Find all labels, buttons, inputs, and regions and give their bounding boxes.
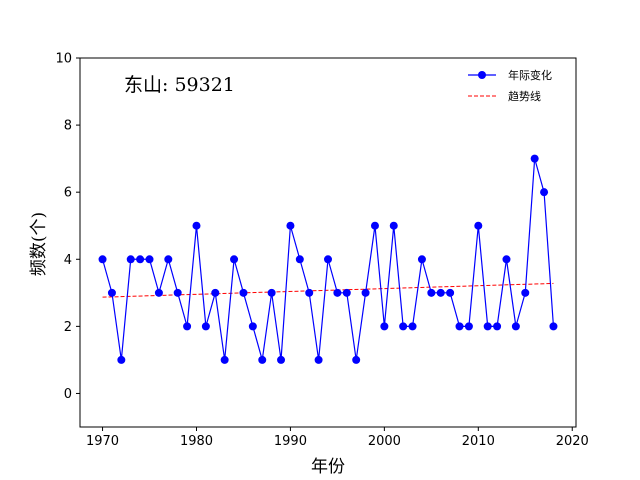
data-point [98,255,107,264]
data-point [436,288,445,297]
x-axis-ticks: 1970 1980 1990 2000 2010 2020 [86,427,589,449]
y-tick-label: 8 [64,119,72,134]
data-point [239,288,248,297]
legend-label-trend: 趋势线 [508,89,541,103]
y-tick-label: 10 [55,52,72,67]
data-point [389,221,398,230]
data-point [464,322,473,331]
data-point [126,255,135,264]
data-point [511,322,520,331]
data-point [324,255,332,264]
data-point [201,322,210,331]
x-axis-label: 年份 [311,457,345,477]
data-point [361,288,370,297]
data-point [474,221,483,230]
data-point [211,288,220,297]
x-tick-label: 2000 [368,434,401,449]
y-tick-label: 6 [64,186,72,201]
data-point [314,355,323,364]
data-point [154,288,163,297]
data-point [295,255,304,264]
data-point [248,322,257,331]
data-point [220,355,229,364]
data-point [530,154,539,163]
data-point [192,221,201,230]
legend-label-annual: 年际变化 [508,68,552,82]
data-point [136,255,145,264]
x-tick-label: 1970 [86,434,119,449]
trend-line [102,282,554,298]
legend-marker-annual [478,71,486,79]
x-tick-label: 1990 [274,434,307,449]
plot-frame [79,57,577,428]
chart-annotation: 东山: 59321 [124,74,235,96]
x-tick-label: 1980 [180,434,213,449]
y-tick-label: 0 [64,387,72,402]
data-point [493,322,502,331]
data-point [540,188,549,197]
data-point [483,322,492,331]
y-tick-label: 4 [64,253,72,268]
data-point [164,255,173,264]
data-point [446,288,455,297]
legend: 年际变化 趋势线 [468,68,552,103]
data-point [427,288,436,297]
series-layer [98,154,558,364]
data-point [333,288,342,297]
data-point [380,322,389,331]
data-point [107,288,116,297]
y-tick-label: 2 [64,320,72,335]
x-tick-label: 2010 [462,434,495,449]
data-point [230,255,239,264]
data-point [305,288,314,297]
data-point [145,255,154,264]
data-point [277,355,286,364]
y-axis-label: 频数(个) [29,212,49,276]
data-point [267,288,276,297]
data-point [370,221,379,230]
data-point [399,322,408,331]
data-point [183,322,192,331]
data-point [417,255,426,264]
data-point [549,322,558,331]
data-point [502,255,511,264]
data-point [173,288,182,297]
x-tick-label: 2020 [556,434,589,449]
data-point [286,221,295,230]
data-point [408,322,417,331]
data-point [258,355,267,364]
y-axis-ticks: 0 2 4 6 8 10 [55,52,80,402]
data-point [521,288,530,297]
data-point [117,355,126,364]
data-point [455,322,464,331]
data-point [352,355,361,364]
data-point [342,288,351,297]
